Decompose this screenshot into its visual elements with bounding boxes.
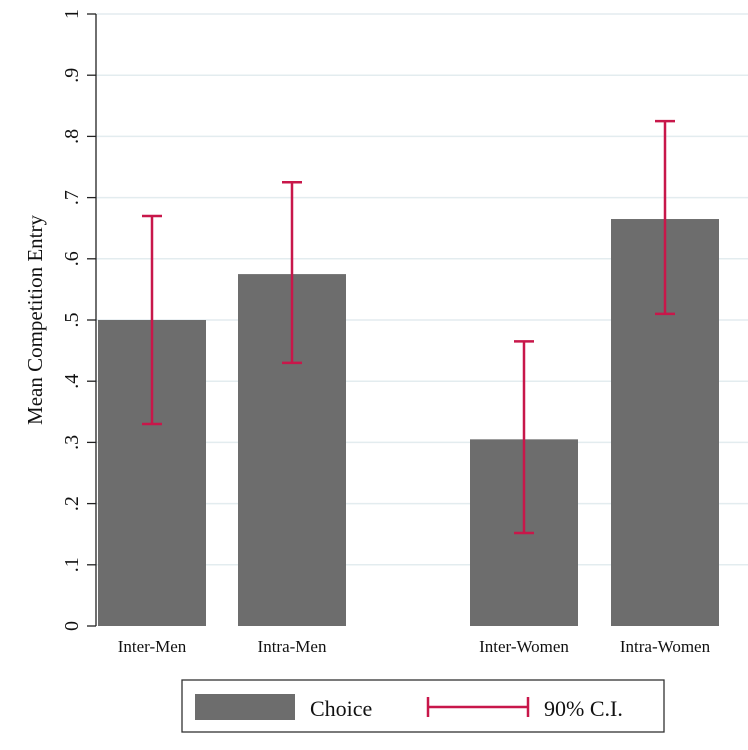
x-tick-label: Inter-Women <box>479 637 569 656</box>
y-axis: 0 .1 .2 .3 .4 .5 .6 .7 .8 .9 1 <box>61 9 97 631</box>
error-bar-inter-men <box>142 214 162 426</box>
y-tick-label: .3 <box>61 435 83 450</box>
y-tick-label: .9 <box>61 68 83 83</box>
y-tick-label: .6 <box>61 251 83 266</box>
y-tick-label: .7 <box>61 190 83 205</box>
x-axis-labels: Inter-Men Intra-Men Inter-Women Intra-Women <box>118 637 711 656</box>
x-tick-label: Inter-Men <box>118 637 187 656</box>
y-tick-label: .5 <box>61 313 83 328</box>
x-tick-label: Intra-Men <box>258 637 327 656</box>
error-bar-intra-men <box>282 181 302 365</box>
y-tick-label: .8 <box>61 129 83 144</box>
legend-swatch-bar <box>195 694 295 720</box>
y-tick-label: 0 <box>61 621 83 631</box>
y-tick-label: .1 <box>61 557 83 572</box>
y-tick-label: 1 <box>61 9 83 19</box>
y-tick-label: .2 <box>61 496 83 511</box>
error-bars <box>142 119 675 535</box>
y-tick-label: .4 <box>61 374 83 389</box>
error-bar-inter-women <box>514 340 534 535</box>
legend-label-ci: 90% C.I. <box>544 696 623 721</box>
legend: Choice 90% C.I. <box>181 679 665 733</box>
legend-label-choice: Choice <box>310 696 372 721</box>
error-bar-intra-women <box>655 119 675 316</box>
y-axis-title: Mean Competition Entry <box>23 215 47 425</box>
x-tick-label: Intra-Women <box>620 637 711 656</box>
